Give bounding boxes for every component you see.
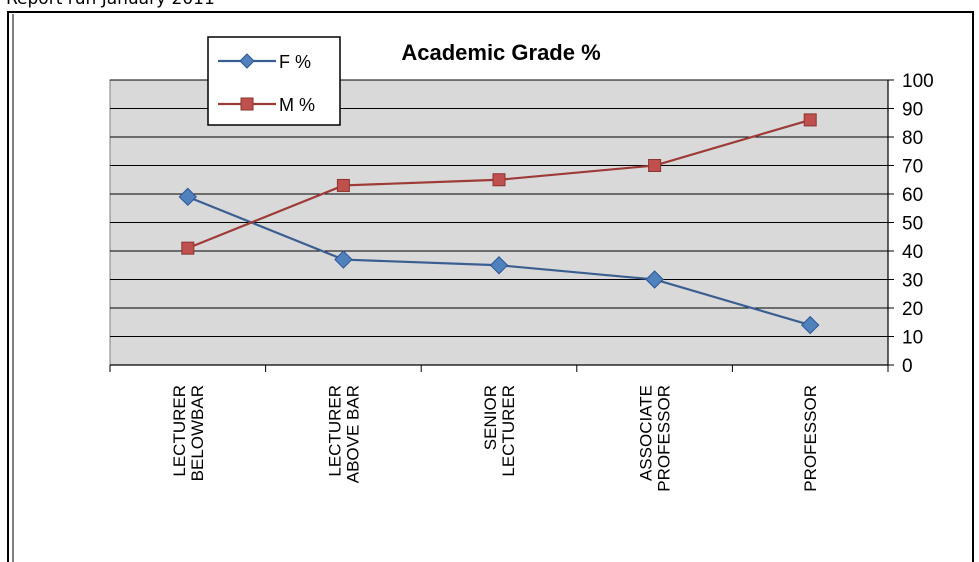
x-category-label-line: LECTURER <box>499 385 518 477</box>
series-point-m <box>492 173 506 187</box>
x-category-label: ASSOCIATE PROFESSOR <box>637 385 674 492</box>
y-tick-label: 70 <box>902 157 923 178</box>
legend-label: F % <box>279 52 311 72</box>
y-tick-label: 50 <box>902 214 923 235</box>
y-tick-label: 0 <box>902 356 913 377</box>
legend: F % M % <box>207 36 341 126</box>
series-layer <box>178 113 820 335</box>
legend-box <box>207 36 341 126</box>
y-tick-label: 20 <box>902 299 923 320</box>
series-point-f <box>800 315 820 335</box>
x-category-label-line: SENIOR <box>481 385 500 450</box>
x-category-label-line: LECTURER <box>170 385 189 477</box>
x-category-label: LECTURER BELOWBAR <box>170 385 207 481</box>
y-tick-label: 30 <box>902 271 923 292</box>
x-category-label: SENIOR LECTURER <box>481 385 518 477</box>
x-category-label-line: BELOWBAR <box>188 385 207 481</box>
y-tick-label: 10 <box>902 328 923 349</box>
series-point-f <box>489 256 509 275</box>
y-axis: 0 10 20 30 40 50 60 70 80 90 100 <box>887 71 934 377</box>
x-category-label-line: PROFESSOR <box>801 385 820 492</box>
x-category-label: PROFESSOR <box>801 385 820 492</box>
series-point-m <box>336 178 350 192</box>
series-point-f <box>178 187 198 207</box>
x-category-label-line: ASSOCIATE <box>637 385 656 481</box>
legend-marker-m <box>240 97 254 111</box>
x-category-label: LECTURER ABOVE BAR <box>325 385 362 483</box>
y-tick-label: 100 <box>902 71 934 92</box>
x-category-label-line: LECTURER <box>325 385 344 477</box>
legend-marker-f <box>239 53 255 69</box>
y-tick-label: 40 <box>902 242 923 263</box>
gridlines <box>110 79 888 337</box>
x-axis: LECTURER BELOWBAR LECTURER ABOVE BAR SENIOR L… <box>109 364 889 492</box>
y-tick-label: 80 <box>902 128 923 149</box>
series-point-m <box>648 159 662 172</box>
series-point-f <box>334 250 353 269</box>
series-point-m <box>803 113 817 127</box>
report-caption: Report run January 2011 <box>6 0 215 9</box>
legend-label: M % <box>279 95 315 115</box>
y-tick-label: 90 <box>902 100 923 121</box>
series-point-m <box>181 241 195 255</box>
series-point-f <box>645 270 664 289</box>
chart-title: Academic Grade % <box>401 40 600 65</box>
y-tick-label: 60 <box>902 185 923 206</box>
x-category-label-line: ABOVE BAR <box>343 385 362 483</box>
x-category-label-line: PROFESSOR <box>655 385 674 492</box>
